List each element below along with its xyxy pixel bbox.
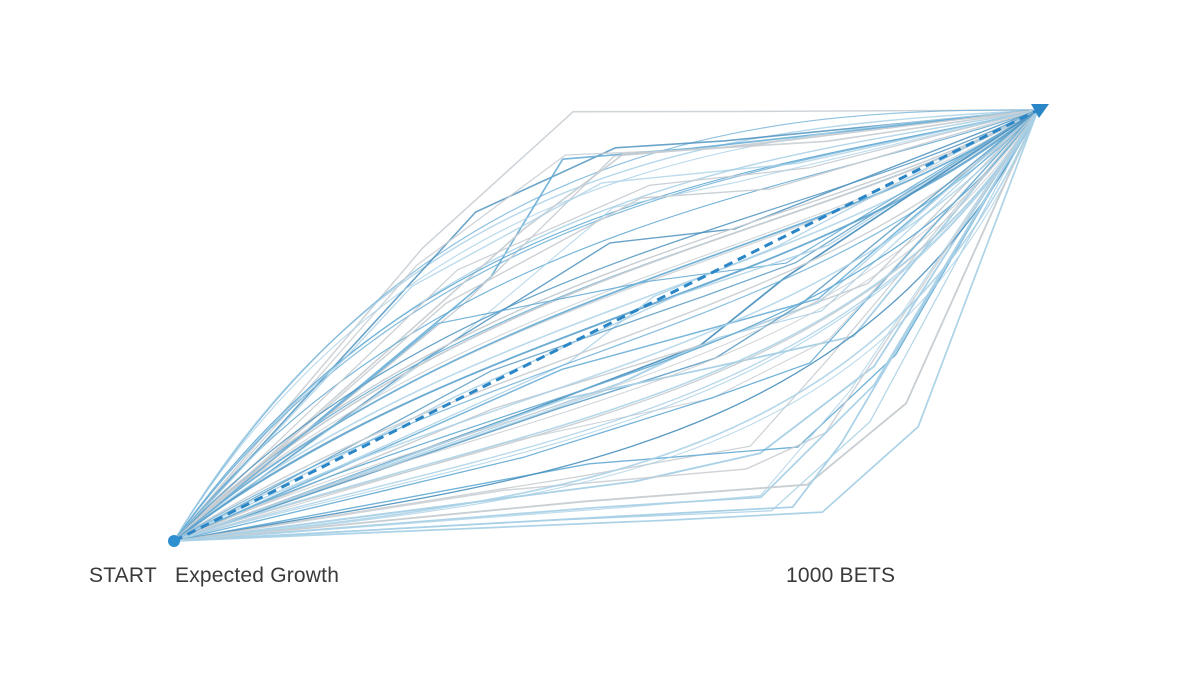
dot-icon (168, 535, 180, 547)
simulated-path (173, 109, 1039, 542)
simulated-path (173, 109, 1039, 542)
simulated-path (173, 109, 1039, 542)
simulated-path (173, 109, 1039, 542)
simulated-path (173, 109, 1039, 542)
simulated-path (173, 109, 1039, 542)
simulated-path (173, 109, 1039, 542)
simulated-path (173, 109, 1039, 542)
simulated-path (173, 109, 1039, 542)
simulated-path (173, 109, 1039, 542)
simulated-path (173, 109, 1039, 542)
simulated-path (173, 109, 1039, 542)
simulated-path (173, 109, 1039, 542)
simulated-path (173, 109, 1039, 542)
simulated-path (173, 109, 1039, 542)
simulated-path (173, 109, 1039, 542)
simulated-path (173, 109, 1039, 542)
simulated-path (173, 109, 1039, 542)
start-label: START (89, 564, 157, 587)
simulated-paths (173, 109, 1039, 542)
simulated-path (173, 109, 1039, 542)
simulated-path (173, 109, 1039, 542)
simulated-path (173, 109, 1039, 542)
arrow-icon (1031, 104, 1049, 118)
simulated-path (173, 109, 1039, 542)
simulated-path (173, 109, 1039, 542)
simulated-path (173, 109, 1039, 542)
simulated-path (173, 109, 1039, 542)
simulated-path (173, 109, 1039, 542)
expected-growth-line (173, 108, 1039, 543)
simulated-path (173, 109, 1039, 542)
simulated-path (173, 109, 1039, 542)
simulated-path (173, 109, 1039, 542)
simulated-path (173, 109, 1039, 542)
simulated-path (173, 109, 1039, 542)
simulated-path (173, 109, 1039, 542)
expected-growth-label: Expected Growth (175, 564, 340, 587)
simulated-path (173, 109, 1039, 542)
simulated-path (173, 109, 1039, 542)
end-label: 1000 BETS (786, 564, 896, 587)
simulated-path (173, 109, 1039, 542)
simulated-path (173, 109, 1039, 542)
simulated-path (173, 109, 1039, 542)
simulated-path (173, 109, 1039, 542)
simulated-path (173, 109, 1039, 542)
